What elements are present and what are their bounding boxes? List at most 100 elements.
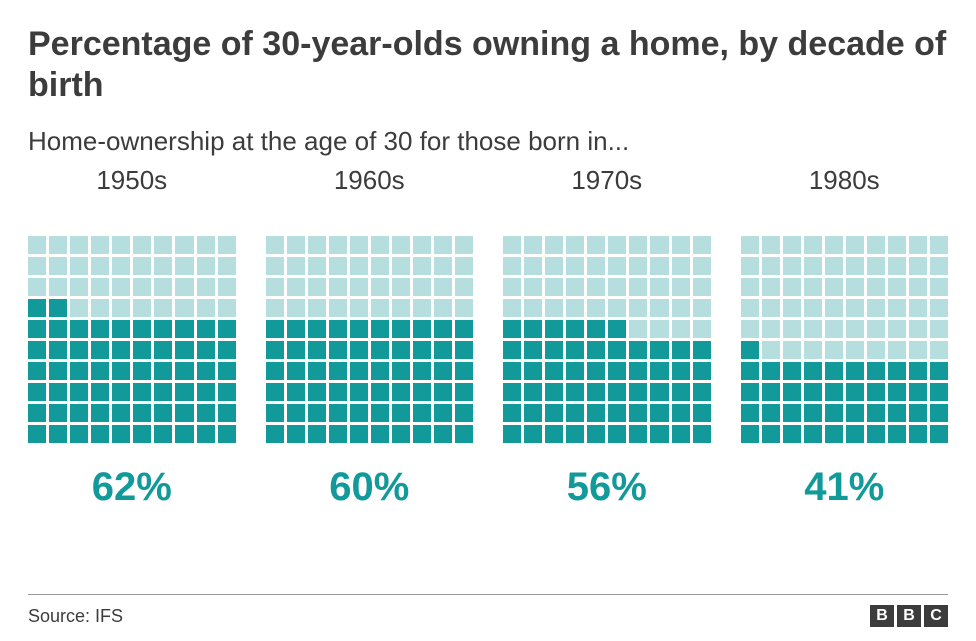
waffle-grid — [28, 236, 236, 444]
waffle-cell-filled — [154, 404, 172, 422]
waffle-cell-filled — [672, 425, 690, 443]
waffle-cell-empty — [741, 257, 759, 275]
waffle-cell-empty — [503, 278, 521, 296]
waffle-cell-filled — [762, 383, 780, 401]
waffle-cell-filled — [650, 404, 668, 422]
waffle-cell-filled — [608, 383, 626, 401]
waffle-cell-empty — [434, 278, 452, 296]
waffle-cell-filled — [413, 320, 431, 338]
waffle-cell-empty — [804, 257, 822, 275]
waffle-cell-filled — [197, 362, 215, 380]
waffle-cell-empty — [154, 257, 172, 275]
waffle-cell-filled — [650, 425, 668, 443]
waffle-cell-filled — [287, 425, 305, 443]
waffle-cell-filled — [49, 362, 67, 380]
waffle-cell-filled — [455, 320, 473, 338]
waffle-cell-empty — [392, 236, 410, 254]
waffle-cell-filled — [587, 425, 605, 443]
waffle-cell-empty — [608, 236, 626, 254]
waffle-cell-empty — [867, 257, 885, 275]
waffle-cell-empty — [266, 257, 284, 275]
waffle-cell-filled — [503, 341, 521, 359]
waffle-cell-filled — [28, 404, 46, 422]
waffle-cell-filled — [434, 362, 452, 380]
waffle-cell-filled — [909, 362, 927, 380]
waffle-cell-empty — [413, 236, 431, 254]
waffle-cell-filled — [909, 404, 927, 422]
waffle-cell-filled — [49, 404, 67, 422]
waffle-cell-empty — [287, 257, 305, 275]
waffle-cell-filled — [762, 362, 780, 380]
waffle-cell-empty — [154, 278, 172, 296]
waffle-cell-empty — [608, 257, 626, 275]
waffle-cell-empty — [909, 278, 927, 296]
waffle-cell-filled — [566, 362, 584, 380]
waffle-cell-filled — [741, 425, 759, 443]
waffle-cell-filled — [566, 320, 584, 338]
waffle-cell-empty — [175, 257, 193, 275]
waffle-cell-filled — [133, 362, 151, 380]
waffle-cell-filled — [503, 320, 521, 338]
waffle-cell-empty — [608, 299, 626, 317]
waffle-cell-empty — [371, 257, 389, 275]
waffle-cell-empty — [503, 299, 521, 317]
waffle-cell-filled — [434, 425, 452, 443]
waffle-cell-filled — [888, 383, 906, 401]
waffle-cell-filled — [762, 425, 780, 443]
waffle-cell-filled — [175, 341, 193, 359]
waffle-cell-filled — [49, 341, 67, 359]
waffle-cell-filled — [112, 425, 130, 443]
waffle-cell-filled — [566, 383, 584, 401]
waffle-cell-empty — [28, 278, 46, 296]
waffle-cell-filled — [70, 341, 88, 359]
waffle-cell-empty — [112, 299, 130, 317]
waffle-charts-row: 1950s62%1960s60%1970s56%1980s41% — [28, 165, 948, 511]
waffle-cell-empty — [434, 299, 452, 317]
waffle-cell-empty — [650, 278, 668, 296]
waffle-cell-empty — [909, 341, 927, 359]
waffle-cell-filled — [930, 362, 948, 380]
waffle-cell-empty — [783, 320, 801, 338]
waffle-chart: 1980s41% — [741, 165, 949, 511]
waffle-cell-empty — [218, 278, 236, 296]
waffle-cell-empty — [197, 278, 215, 296]
waffle-cell-empty — [287, 299, 305, 317]
waffle-cell-filled — [846, 383, 864, 401]
waffle-cell-filled — [371, 404, 389, 422]
waffle-cell-filled — [329, 341, 347, 359]
waffle-cell-empty — [930, 299, 948, 317]
waffle-cell-filled — [197, 425, 215, 443]
waffle-cell-filled — [218, 320, 236, 338]
waffle-cell-filled — [783, 404, 801, 422]
waffle-cell-empty — [287, 278, 305, 296]
waffle-grid — [741, 236, 949, 444]
waffle-cell-empty — [175, 236, 193, 254]
waffle-cell-filled — [70, 425, 88, 443]
waffle-cell-empty — [545, 299, 563, 317]
chart-subtitle: Home-ownership at the age of 30 for thos… — [28, 126, 948, 157]
waffle-cell-filled — [846, 404, 864, 422]
waffle-cell-empty — [741, 236, 759, 254]
waffle-cell-empty — [545, 236, 563, 254]
waffle-cell-empty — [308, 278, 326, 296]
waffle-cell-filled — [846, 362, 864, 380]
waffle-cell-empty — [455, 278, 473, 296]
waffle-cell-filled — [218, 425, 236, 443]
waffle-cell-empty — [524, 257, 542, 275]
waffle-cell-empty — [197, 257, 215, 275]
waffle-cell-empty — [762, 236, 780, 254]
waffle-cell-empty — [175, 278, 193, 296]
waffle-cell-empty — [545, 278, 563, 296]
waffle-cell-filled — [266, 404, 284, 422]
waffle-cell-filled — [413, 383, 431, 401]
waffle-cell-filled — [825, 383, 843, 401]
waffle-cell-empty — [392, 278, 410, 296]
waffle-cell-filled — [608, 320, 626, 338]
waffle-cell-empty — [133, 236, 151, 254]
waffle-cell-filled — [524, 362, 542, 380]
waffle-cell-empty — [741, 278, 759, 296]
waffle-cell-filled — [846, 425, 864, 443]
waffle-cell-filled — [545, 341, 563, 359]
waffle-cell-filled — [741, 362, 759, 380]
waffle-cell-empty — [783, 341, 801, 359]
